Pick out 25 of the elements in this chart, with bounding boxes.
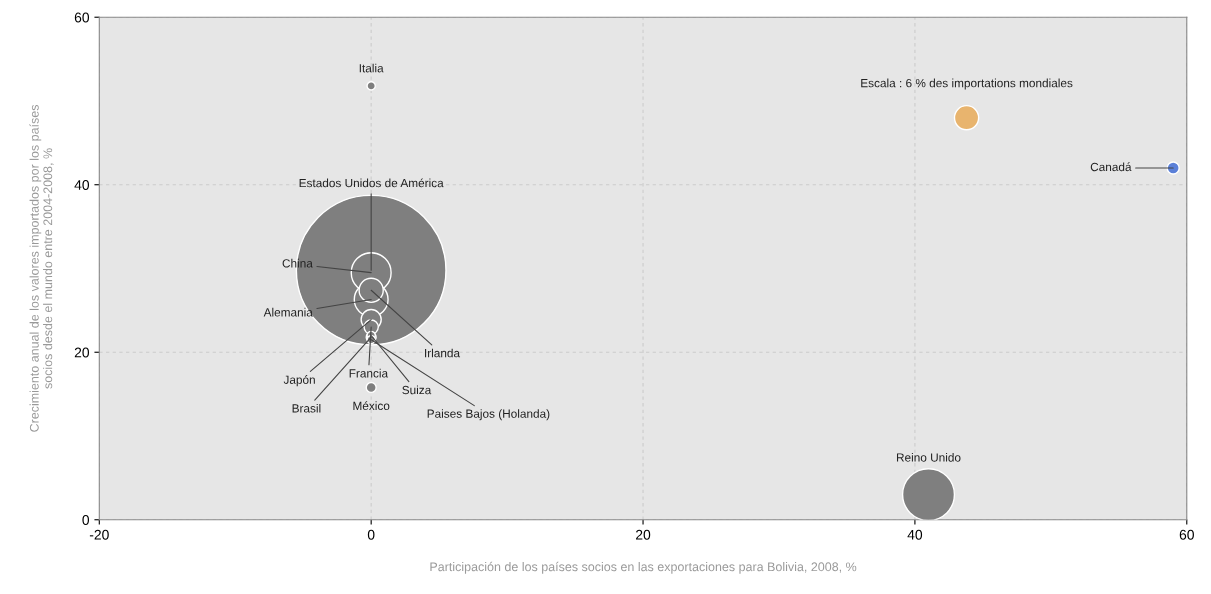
- annotation: Italia: [359, 63, 384, 73]
- y-tick-label: 60: [74, 12, 90, 23]
- annotation: México: [353, 401, 390, 411]
- annotation: Japón: [283, 375, 315, 387]
- annotation: Paises Bajos (Holanda): [427, 409, 550, 421]
- x-tick-label: 40: [907, 529, 923, 540]
- annotation: Alemania: [263, 307, 313, 317]
- x-tick-label: -20: [89, 529, 109, 540]
- y-axis-title: Crecimiento anual de los valores importados por los países socios desde el mundo entre 2004-2008, %: [29, 104, 54, 432]
- x-tick-label: 20: [636, 529, 651, 540]
- annotation: Irlanda: [425, 348, 461, 358]
- annotation: Estados Unidos de América: [299, 178, 444, 188]
- x-tick-label: 0: [367, 529, 375, 540]
- x-tick-label: 60: [1179, 529, 1194, 540]
- series-label: Escala : 6 % des importations mondiales: [861, 78, 1073, 90]
- annotation: Brasil: [292, 403, 321, 413]
- annotation: China: [282, 258, 313, 268]
- annotation: Canadá: [1090, 162, 1132, 172]
- annotation: Reino Unido: [896, 453, 961, 462]
- annotation: Francia: [349, 368, 389, 378]
- y-tick-label: 0: [82, 515, 90, 525]
- y-tick-label: 40: [74, 180, 90, 190]
- annotation: Suiza: [402, 385, 432, 395]
- y-tick-label: 20: [74, 347, 90, 358]
- x-axis-title: Participación de los países socios en las exportaciones para Bolivia, 2008, %: [430, 561, 857, 574]
